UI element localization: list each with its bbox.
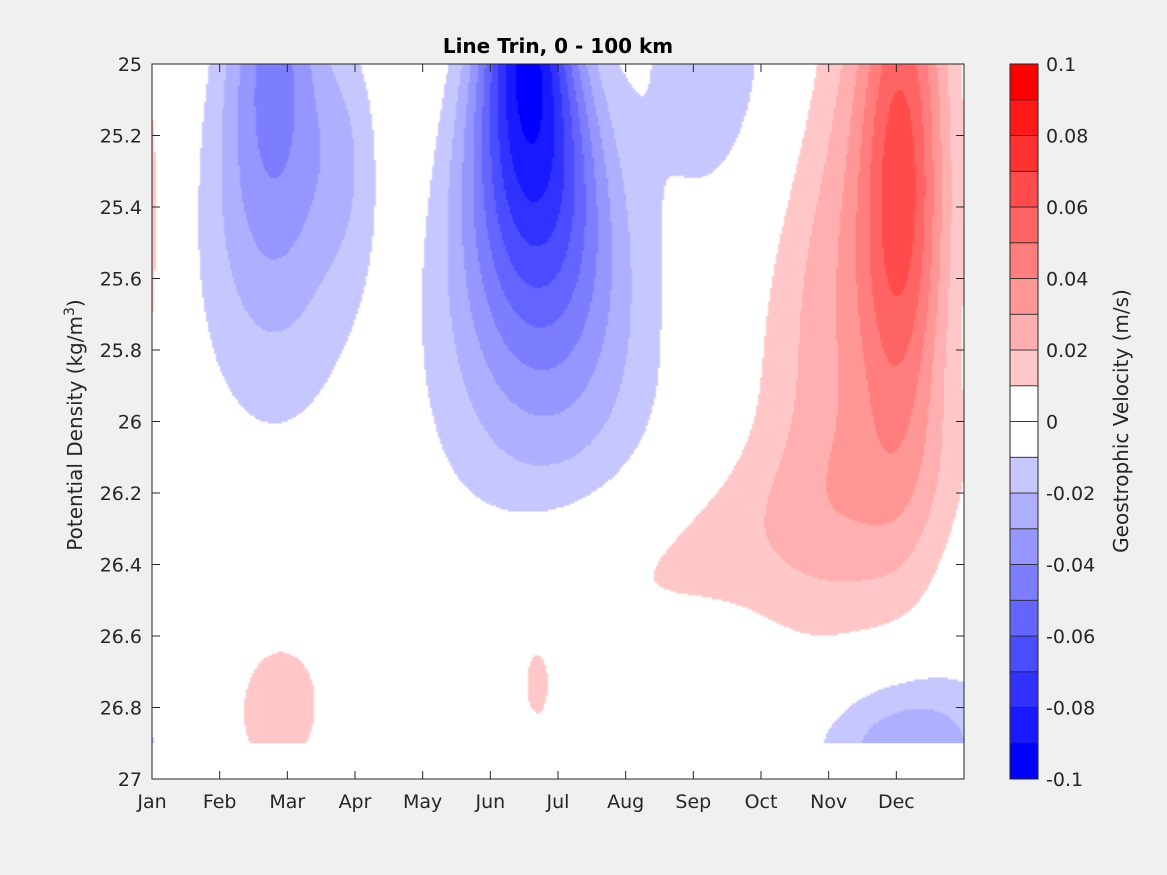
y-axis: 25 25.2 25.4 25.6 25.8 26 26.2 26.4 26.6 26.8 27 [100, 54, 964, 791]
colorbar-band [1009, 707, 1039, 744]
colorbar-tick-label: -0.04 [1046, 555, 1095, 577]
colorbar-band [1009, 421, 1039, 458]
colorbar-tick-label: -0.02 [1046, 483, 1095, 505]
x-tick-label: Apr [339, 791, 372, 813]
y-tick-label: 25 [118, 54, 142, 76]
colorbar-tick-label: -0.06 [1046, 626, 1095, 648]
colorbar-band [1009, 385, 1039, 422]
y-tick-label: 26.8 [100, 698, 142, 720]
y-tick-label: 27 [118, 769, 142, 791]
colorbar-frame [1009, 63, 1039, 780]
colorbar-band [1009, 135, 1039, 172]
y-tick-label: 26.4 [100, 555, 142, 577]
colorbar: 0.1 0.08 0.06 0.04 0.02 0 -0.02 -0.04 -0.06 -0.08… [1009, 54, 1095, 791]
y-axis-label: Potential Density (kg/m3) [62, 299, 87, 550]
colorbar-tick-label: 0.04 [1046, 269, 1088, 291]
colorbar-label: Geostrophic Velocity (m/s) [1109, 289, 1133, 553]
colorbar-band [1009, 456, 1039, 494]
x-tick-label: Feb [203, 791, 237, 813]
velocity-contour-field [152, 64, 964, 744]
colorbar-band [1009, 278, 1039, 315]
colorbar-band [1009, 242, 1039, 279]
y-tick-label: 25.8 [100, 340, 142, 362]
colorbar-band [1009, 742, 1039, 780]
y-tick-label: 26.2 [100, 483, 142, 505]
plot-area [151, 63, 965, 780]
colorbar-band [1009, 99, 1039, 136]
colorbar-tick-label: -0.08 [1046, 698, 1095, 720]
x-tick-label: Aug [607, 791, 644, 813]
colorbar-tick-label: 0 [1046, 412, 1058, 434]
colorbar-tick-label: -0.1 [1046, 769, 1083, 791]
colorbar-band [1009, 635, 1039, 673]
y-tick-label: 26 [118, 412, 142, 434]
colorbar-band [1009, 63, 1039, 101]
chart-title: Line Trin, 0 - 100 km [443, 34, 673, 58]
colorbar-tick-label: 0.06 [1046, 197, 1088, 219]
colorbar-band [1009, 492, 1039, 530]
colorbar-band [1009, 564, 1039, 601]
x-tick-label: Jun [474, 791, 505, 813]
x-tick-label: Mar [269, 791, 305, 813]
colorbar-band [1009, 528, 1039, 565]
x-tick-label: Jan [136, 791, 166, 813]
x-tick-label: Nov [810, 791, 847, 813]
x-tick-label: Dec [878, 791, 915, 813]
y-tick-label: 26.6 [100, 626, 142, 648]
x-tick-label: Jul [546, 791, 570, 813]
x-axis: Jan Feb Mar Apr May Jun Jul Aug Sep Oct Nov Dec [136, 64, 915, 813]
colorbar-band [1009, 206, 1039, 244]
y-tick-label: 25.2 [100, 126, 142, 148]
x-tick-label: May [403, 791, 442, 813]
y-tick-label: 25.4 [100, 197, 142, 219]
colorbar-band [1009, 170, 1039, 208]
colorbar-tick-label: 0.08 [1046, 126, 1088, 148]
y-tick-label: 25.6 [100, 269, 142, 291]
colorbar-tick-label: 0.1 [1046, 54, 1076, 76]
colorbar-band [1009, 349, 1039, 387]
colorbar-band [1009, 313, 1039, 351]
x-tick-label: Sep [675, 791, 711, 813]
colorbar-tick-label: 0.02 [1046, 340, 1088, 362]
x-tick-label: Oct [745, 791, 778, 813]
colorbar-band [1009, 671, 1039, 708]
colorbar-band [1009, 599, 1039, 637]
